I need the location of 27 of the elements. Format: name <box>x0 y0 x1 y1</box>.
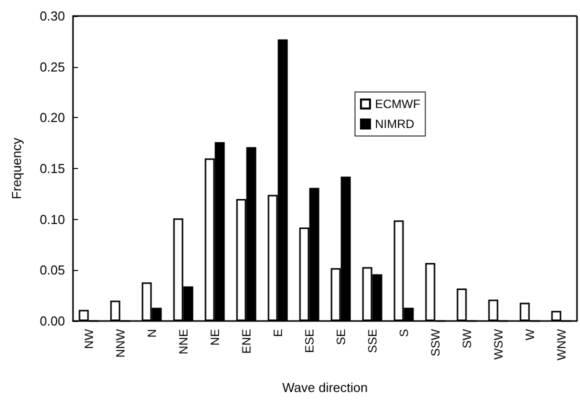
x-tick-label: SSW <box>428 328 442 356</box>
legend-label: NIMRD <box>375 117 415 131</box>
legend-label: ECMWF <box>375 97 420 111</box>
x-tick-label: WSW <box>491 328 506 360</box>
x-tick-label: S <box>396 329 411 338</box>
x-tick-label: E <box>270 329 285 338</box>
x-tick-label: NNW <box>113 328 128 358</box>
y-tick-label: 0.30 <box>40 8 65 24</box>
x-tick-label: N <box>144 329 159 338</box>
x-tick-label: SW <box>460 328 474 348</box>
x-tick-label: SE <box>334 329 348 346</box>
x-tick-label: SSE <box>365 329 380 354</box>
y-tick-label: 0.05 <box>40 262 65 278</box>
y-tick-label: 0.15 <box>40 161 65 176</box>
x-tick-label: NE <box>208 329 222 346</box>
y-tick-label: 0.25 <box>40 59 65 74</box>
y-tick-label: 0.00 <box>40 314 65 328</box>
y-tick-label: 0.10 <box>40 212 65 227</box>
x-tick-label: NNE <box>176 329 190 354</box>
x-tick-label: W <box>522 328 537 340</box>
x-tick-label: ESE <box>302 329 316 354</box>
y-axis-title: Frequency <box>9 137 24 200</box>
x-tick-label: WNW <box>554 328 568 360</box>
y-tick-label: 0.20 <box>40 110 65 126</box>
x-tick-label: ENE <box>239 329 254 354</box>
x-tick-label: NW <box>82 328 96 349</box>
x-axis-title: Wave direction <box>282 380 368 395</box>
